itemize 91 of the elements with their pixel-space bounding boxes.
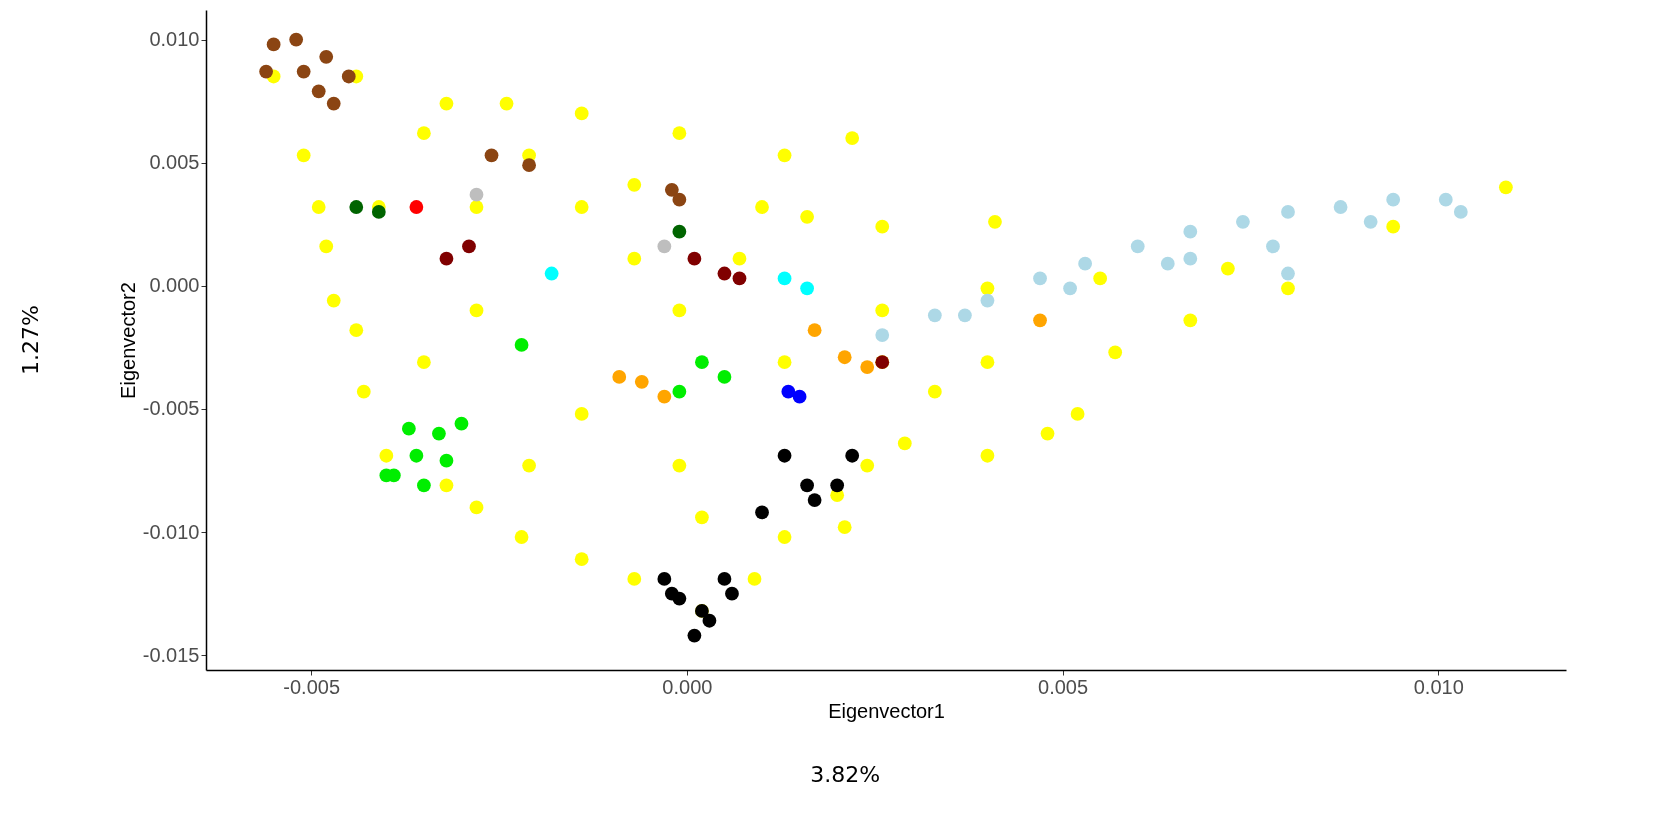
point [800, 281, 814, 296]
point [792, 389, 807, 404]
point [672, 192, 687, 207]
point [462, 239, 476, 254]
y-tick-label: 0.010 [149, 28, 200, 51]
point [371, 205, 386, 219]
point [1438, 192, 1453, 207]
point [1033, 313, 1047, 328]
x-tick-label: 0.010 [1413, 675, 1464, 698]
point [1130, 239, 1145, 254]
point [927, 308, 942, 323]
point [259, 64, 273, 79]
point [266, 37, 281, 52]
point [432, 426, 446, 441]
point [664, 586, 679, 601]
point [319, 49, 334, 64]
point [777, 271, 792, 286]
text: 3.82% [810, 762, 881, 787]
point [349, 200, 364, 214]
point [1236, 214, 1250, 229]
point [717, 572, 732, 586]
point [634, 374, 649, 389]
point [1281, 266, 1295, 281]
point [311, 84, 326, 99]
x-tick-label: -0.005 [283, 675, 341, 698]
point [326, 96, 341, 111]
point [484, 148, 499, 163]
point [672, 384, 687, 399]
text: 1.27% [18, 305, 43, 375]
point [807, 323, 822, 338]
point [439, 453, 454, 468]
point [687, 628, 702, 643]
point [544, 266, 559, 281]
y-tick-label: 0.000 [149, 274, 200, 297]
point [454, 416, 469, 431]
point [289, 32, 304, 47]
point [657, 239, 672, 254]
point [612, 370, 627, 384]
point [702, 613, 717, 628]
point [732, 271, 747, 286]
point [980, 293, 995, 308]
y-axis-title: Eigenvector2 [116, 282, 139, 399]
point [875, 328, 890, 342]
point [800, 478, 814, 493]
point [1281, 205, 1295, 219]
y-tick-label: -0.015 [142, 643, 200, 666]
point [717, 370, 732, 384]
point [1183, 251, 1198, 266]
point [1160, 256, 1175, 271]
point [1078, 256, 1093, 271]
point [845, 448, 860, 463]
point [664, 182, 679, 197]
y-tick-label: -0.010 [142, 520, 200, 543]
point [725, 586, 739, 601]
point [657, 389, 672, 404]
point [1266, 239, 1280, 254]
point [1453, 205, 1468, 219]
point [755, 505, 769, 520]
point [1033, 271, 1047, 286]
point [958, 308, 972, 323]
x-axis-title: Eigenvector1 [828, 699, 945, 722]
point [1063, 281, 1077, 296]
point [860, 360, 875, 374]
x-tick-label: 0.005 [1038, 675, 1089, 698]
point [807, 493, 822, 507]
point [409, 200, 424, 214]
point [469, 187, 484, 202]
point [439, 251, 454, 266]
y-tick-label: -0.005 [142, 397, 200, 420]
x-tick-label: 0.000 [662, 675, 713, 698]
point [695, 355, 709, 370]
point [1363, 214, 1378, 229]
point [837, 350, 852, 365]
point [401, 421, 416, 436]
point [296, 64, 311, 79]
point [1183, 224, 1198, 239]
y-tick-label: 0.005 [149, 151, 200, 174]
point [687, 251, 702, 266]
point [417, 478, 431, 493]
point [1386, 192, 1401, 207]
point [341, 69, 356, 84]
point [522, 158, 536, 173]
point [717, 266, 732, 281]
point [830, 478, 845, 493]
point [781, 384, 796, 399]
point [657, 572, 672, 586]
point [1333, 200, 1348, 214]
point [514, 338, 529, 352]
point [409, 448, 424, 463]
point [777, 448, 792, 463]
point [672, 224, 687, 239]
